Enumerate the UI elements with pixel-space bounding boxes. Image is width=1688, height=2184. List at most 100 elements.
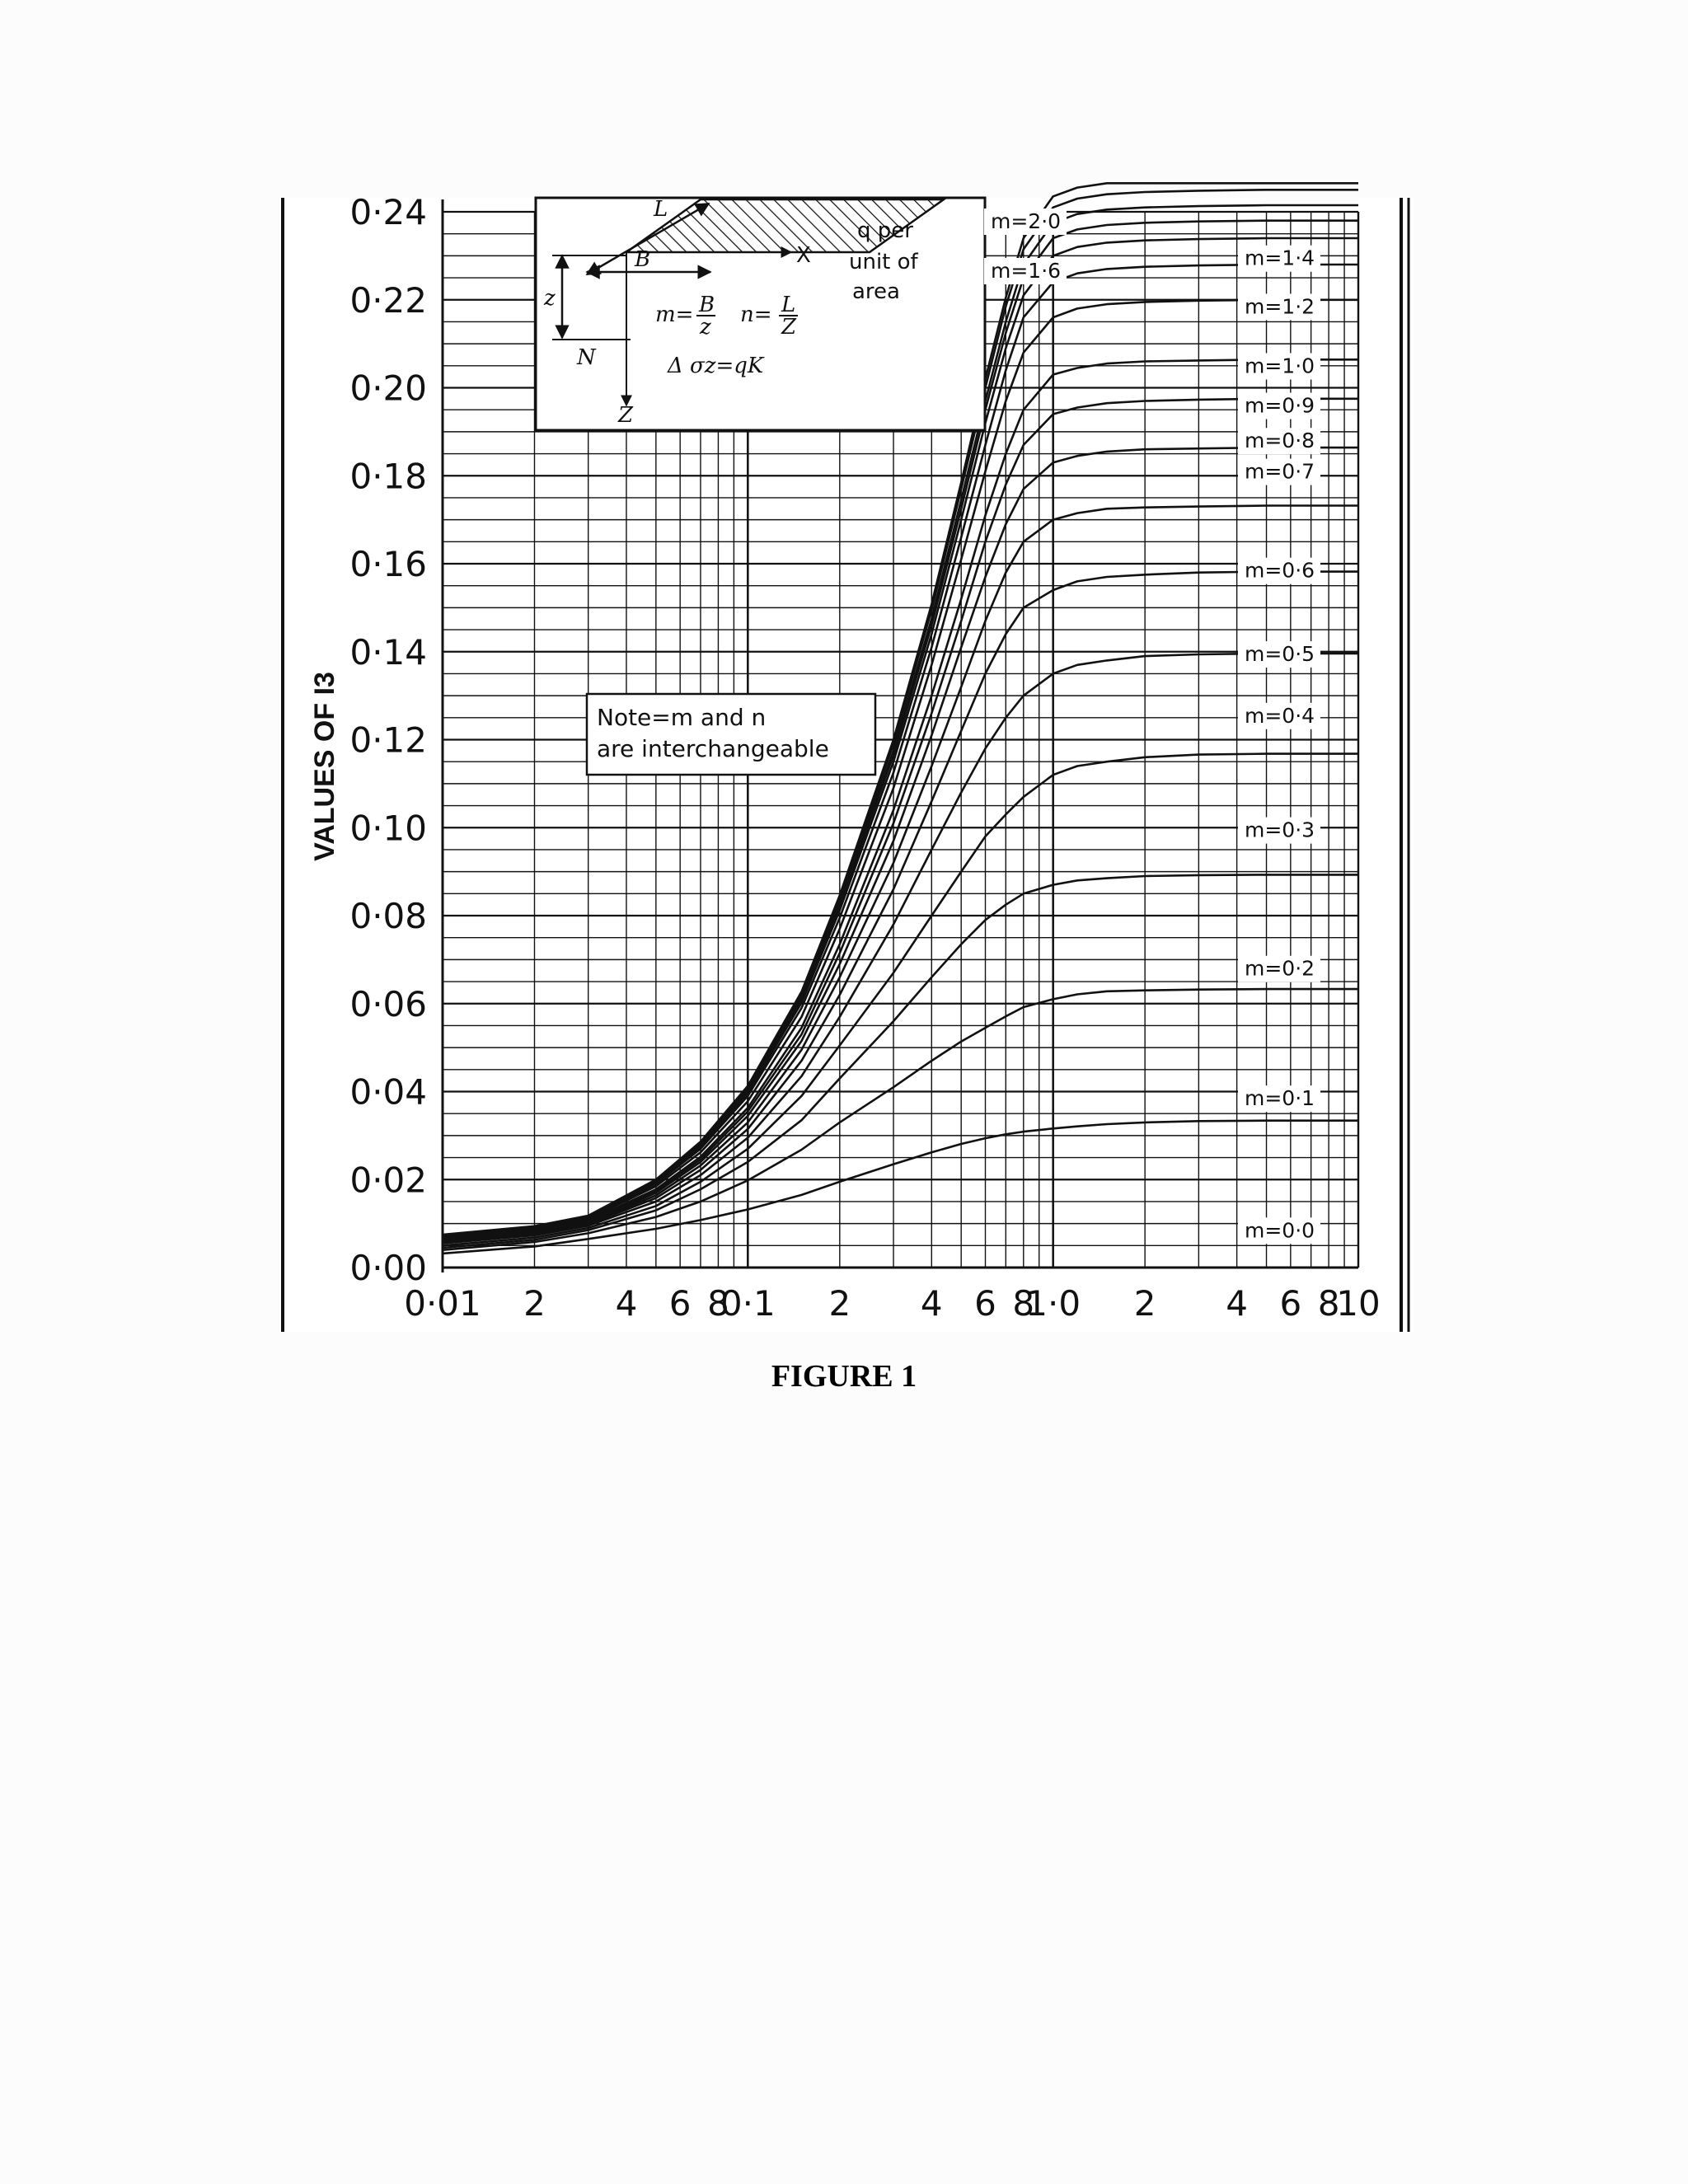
curve-line (442, 182, 1358, 1236)
curve-label-box (1238, 1085, 1320, 1113)
curve-label: m=0·4 (1245, 704, 1315, 728)
curve-label: m=0·6 (1245, 559, 1315, 583)
x-tick-label: 0·1 (720, 1283, 776, 1324)
curve-label: m=1·2 (1245, 294, 1315, 318)
curve-label-box (1238, 641, 1320, 668)
curve-label-box (1238, 557, 1320, 584)
curve-label-box (1238, 428, 1320, 455)
curve-label: m=0·2 (1245, 957, 1315, 981)
x-tick-label: 8 (1012, 1283, 1034, 1324)
x-tick-label: 2 (828, 1283, 851, 1324)
y-tick-label: 0·24 (349, 192, 427, 232)
curve-line (442, 397, 1358, 1241)
y-tick-label: 0·10 (349, 808, 427, 848)
l-label: L (653, 197, 668, 222)
x-tick-label: 4 (921, 1283, 943, 1324)
stress-formula: Δ σz=qK (667, 354, 765, 378)
curve-label: m=1·0 (1245, 354, 1315, 377)
curve-label: m=1·6 (991, 259, 1061, 283)
y-axis-label: VALUES OF I3 (309, 672, 340, 861)
y-tick-label: 0·12 (349, 720, 427, 761)
load-label-1: q per (857, 218, 913, 243)
y-tick-label: 0·18 (349, 456, 427, 496)
l-dimension-arrow (585, 202, 710, 276)
m-definition: m= (655, 302, 693, 327)
curve-label: m=0·7 (1245, 460, 1315, 484)
curve-line (442, 652, 1358, 1244)
x-tick-label: 10 (1336, 1283, 1380, 1324)
curve-label: m=0·0 (1245, 1218, 1315, 1242)
x-label: X (796, 243, 811, 268)
curve-line (442, 504, 1358, 1243)
curve-line (442, 987, 1358, 1251)
x-tick-labels: 0·01 2 4 6 80·1 2 4 6 81·0 2 4 6 810 (404, 1283, 1380, 1324)
y-tick-label: 0·08 (349, 896, 427, 936)
figure-caption: FIGURE 1 (771, 1359, 917, 1394)
n-definition: n= (740, 302, 772, 327)
x-tick-label: 6 (669, 1283, 692, 1324)
m-denominator: z (699, 315, 711, 340)
x-tick-label: 6 (1279, 1283, 1301, 1324)
curve-line (442, 446, 1358, 1242)
curve-line (442, 874, 1358, 1249)
x-tick-label: 6 (974, 1283, 996, 1324)
y-tick-label: 0·04 (349, 1072, 427, 1113)
n-numerator: L (781, 293, 795, 317)
x-tick-label: 8 (1318, 1283, 1340, 1324)
y-tick-label: 0·06 (349, 984, 427, 1024)
m-numerator: B (698, 293, 715, 317)
x-tick-label: 2 (523, 1283, 546, 1324)
inset-diagram: L B X z N Z q per unit of area m= B z n=… (534, 196, 987, 432)
curve-label-box (984, 258, 1067, 284)
curve-label: m=0·3 (1245, 818, 1315, 842)
note-line-2: are interchangeable (597, 735, 829, 762)
curve-line (442, 359, 1358, 1240)
curve-label-box (1238, 245, 1320, 272)
curve-line (442, 570, 1358, 1244)
curve-line (442, 298, 1358, 1239)
y-tick-labels: 0·00 0·02 0·04 0·06 0·08 0·10 0·12 0·14 0·16 0·18… (349, 192, 427, 1288)
depth-axis-label: Z (617, 403, 634, 428)
curve-label-box (984, 209, 1067, 235)
n-point-label: N (576, 345, 597, 370)
load-label-3: area (852, 279, 900, 304)
curve-label-box (1238, 353, 1320, 380)
curve-label-box (1238, 955, 1320, 982)
y-tick-label: 0·02 (349, 1160, 427, 1200)
x-tick-label: 2 (1134, 1283, 1156, 1324)
curve-label-box (1238, 817, 1320, 844)
note-background (585, 692, 877, 776)
note-box: Note=m and n are interchangeable (585, 692, 877, 776)
curve-label: m=0·8 (1245, 429, 1315, 452)
x-tick-label: 8 (707, 1283, 729, 1324)
z-label: z (543, 286, 556, 311)
y-tick-label: 0·22 (349, 280, 427, 321)
curve-label: m=0·5 (1245, 642, 1315, 666)
curve-label: m=2·0 (991, 209, 1061, 233)
curve-label-box (1238, 1217, 1320, 1244)
curve-labels: m=2·0 m=1·6 m=1·4 m=1·2 m=1·0 m=0·9 m=0·8 m=0·7… (984, 209, 1320, 1244)
x-tick-label: 4 (1226, 1283, 1248, 1324)
curve-label: m=1·4 (1245, 246, 1315, 270)
curve-label-box (1238, 458, 1320, 485)
curve-line (442, 263, 1358, 1238)
curve-label-box (1238, 392, 1320, 419)
x-tick-label: 1·0 (1025, 1283, 1081, 1324)
curve-label: m=0·1 (1245, 1086, 1315, 1110)
curve-label-box (1238, 293, 1320, 321)
y-tick-label: 0·14 (349, 632, 427, 673)
curve-line (442, 1119, 1358, 1255)
y-tick-label: 0·00 (349, 1248, 427, 1288)
curve-label-box (1238, 702, 1320, 729)
b-label: B (634, 247, 650, 272)
x-tick-label: 4 (616, 1283, 638, 1324)
y-tick-label: 0·20 (349, 368, 427, 409)
y-tick-label: 0·16 (349, 544, 427, 584)
curves (442, 182, 1358, 1269)
curve-label: m=0·9 (1245, 394, 1315, 418)
axes (441, 199, 1358, 1272)
note-line-1: Note=m and n (597, 704, 766, 731)
curve-line (442, 752, 1358, 1247)
load-label-2: unit of (849, 250, 919, 274)
